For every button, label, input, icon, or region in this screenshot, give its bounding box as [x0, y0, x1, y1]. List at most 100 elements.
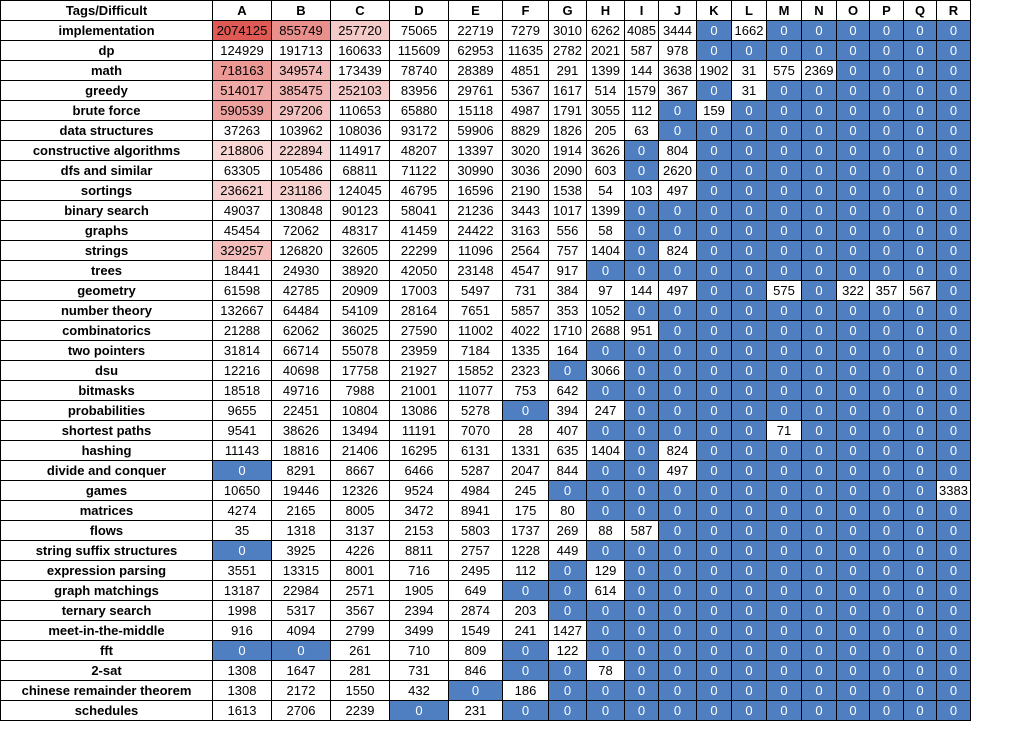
heatmap-cell: 0: [731, 460, 767, 481]
heatmap-cell: 11096: [448, 240, 503, 261]
heatmap-cell: 0: [801, 560, 837, 581]
heatmap-cell: 0: [731, 580, 767, 601]
heatmap-cell: 0: [658, 200, 697, 221]
column-header-e: E: [448, 0, 503, 21]
heatmap-cell: 0: [766, 700, 802, 721]
heatmap-cell: 261: [330, 640, 390, 661]
row-label: fft: [0, 640, 213, 661]
heatmap-cell: 349574: [271, 60, 331, 81]
heatmap-cell: 1404: [586, 440, 625, 461]
heatmap-cell: 6466: [389, 460, 449, 481]
heatmap-cell: 1228: [502, 540, 549, 561]
heatmap-cell: 0: [801, 700, 837, 721]
heatmap-cell: 0: [836, 680, 870, 701]
heatmap-cell: 1826: [548, 120, 587, 141]
heatmap-cell: 855749: [271, 20, 331, 41]
table-row: combinatorics 21288 62062 36025 27590 11002 40…: [0, 320, 971, 341]
heatmap-cell: 0: [903, 660, 937, 681]
heatmap-cell: 23148: [448, 260, 503, 281]
row-label: trees: [0, 260, 213, 281]
heatmap-cell: 3137: [330, 520, 390, 541]
heatmap-cell: 0: [586, 640, 625, 661]
row-label: number theory: [0, 300, 213, 321]
heatmap-cell: 1308: [212, 660, 272, 681]
heatmap-cell: 0: [731, 620, 767, 641]
heatmap-cell: 0: [869, 40, 904, 61]
heatmap-cell: 0: [801, 240, 837, 261]
row-label: binary search: [0, 200, 213, 221]
heatmap-cell: 0: [696, 560, 732, 581]
heatmap-cell: 0: [586, 620, 625, 641]
heatmap-cell: 0: [936, 700, 971, 721]
heatmap-cell: 21406: [330, 440, 390, 461]
heatmap-cell: 804: [658, 140, 697, 161]
heatmap-cell: 0: [836, 300, 870, 321]
heatmap-cell: 0: [696, 40, 732, 61]
heatmap-cell: 0: [586, 380, 625, 401]
heatmap-cell: 0: [836, 620, 870, 641]
heatmap-cell: 236621: [212, 180, 272, 201]
heatmap-cell: 269: [548, 520, 587, 541]
heatmap-cell: 0: [801, 600, 837, 621]
heatmap-cell: 2190: [502, 180, 549, 201]
heatmap-cell: 0: [936, 620, 971, 641]
heatmap-cell: 4984: [448, 480, 503, 501]
heatmap-cell: 0: [548, 600, 587, 621]
heatmap-cell: 0: [903, 160, 937, 181]
heatmap-cell: 0: [869, 100, 904, 121]
heatmap-cell: 0: [869, 680, 904, 701]
heatmap-cell: 0: [801, 680, 837, 701]
heatmap-cell: 0: [696, 460, 732, 481]
heatmap-cell: 291: [548, 60, 587, 81]
heatmap-cell: 0: [903, 300, 937, 321]
heatmap-cell: 0: [936, 280, 971, 301]
heatmap-cell: 916: [212, 620, 272, 641]
heatmap-cell: 0: [624, 160, 659, 181]
heatmap-cell: 757: [548, 240, 587, 261]
heatmap-cell: 18441: [212, 260, 272, 281]
heatmap-cell: 0: [731, 480, 767, 501]
row-label: strings: [0, 240, 213, 261]
heatmap-cell: 23959: [389, 340, 449, 361]
heatmap-cell: 4226: [330, 540, 390, 561]
heatmap-cell: 3626: [586, 140, 625, 161]
heatmap-cell: 2369: [801, 60, 837, 81]
heatmap-cell: 0: [731, 360, 767, 381]
heatmap-cell: 0: [696, 320, 732, 341]
heatmap-cell: 21236: [448, 200, 503, 221]
heatmap-cell: 0: [696, 600, 732, 621]
heatmap-cell: 0: [624, 460, 659, 481]
heatmap-cell: 297206: [271, 100, 331, 121]
heatmap-cell: 0: [696, 480, 732, 501]
heatmap-cell: 0: [658, 300, 697, 321]
heatmap-cell: 0: [696, 160, 732, 181]
heatmap-cell: 10650: [212, 480, 272, 501]
heatmap-cell: 103: [624, 180, 659, 201]
heatmap-cell: 0: [836, 520, 870, 541]
heatmap-cell: 63: [624, 120, 659, 141]
heatmap-cell: 0: [766, 160, 802, 181]
table-row: brute force 590539 297206 110653 65880 15118 4…: [0, 100, 971, 121]
heatmap-cell: 21927: [389, 360, 449, 381]
heatmap-cell: 0: [658, 480, 697, 501]
heatmap-cell: 0: [766, 400, 802, 421]
column-header-p: P: [869, 0, 904, 21]
heatmap-cell: 0: [766, 140, 802, 161]
heatmap-cell: 0: [801, 160, 837, 181]
row-label: divide and conquer: [0, 460, 213, 481]
heatmap-cell: 384: [548, 280, 587, 301]
heatmap-cell: 0: [696, 700, 732, 721]
heatmap-cell: 0: [696, 120, 732, 141]
heatmap-cell: 0: [869, 160, 904, 181]
heatmap-cell: 353: [548, 300, 587, 321]
heatmap-cell: 103962: [271, 120, 331, 141]
heatmap-cell: 824: [658, 240, 697, 261]
heatmap-cell: 0: [936, 600, 971, 621]
heatmap-cell: 0: [801, 660, 837, 681]
heatmap-cell: 1902: [696, 60, 732, 81]
heatmap-cell: 5287: [448, 460, 503, 481]
heatmap-cell: 0: [936, 80, 971, 101]
heatmap-cell: 0: [936, 680, 971, 701]
heatmap-cell: 0: [766, 380, 802, 401]
heatmap-cell: 22451: [271, 400, 331, 421]
